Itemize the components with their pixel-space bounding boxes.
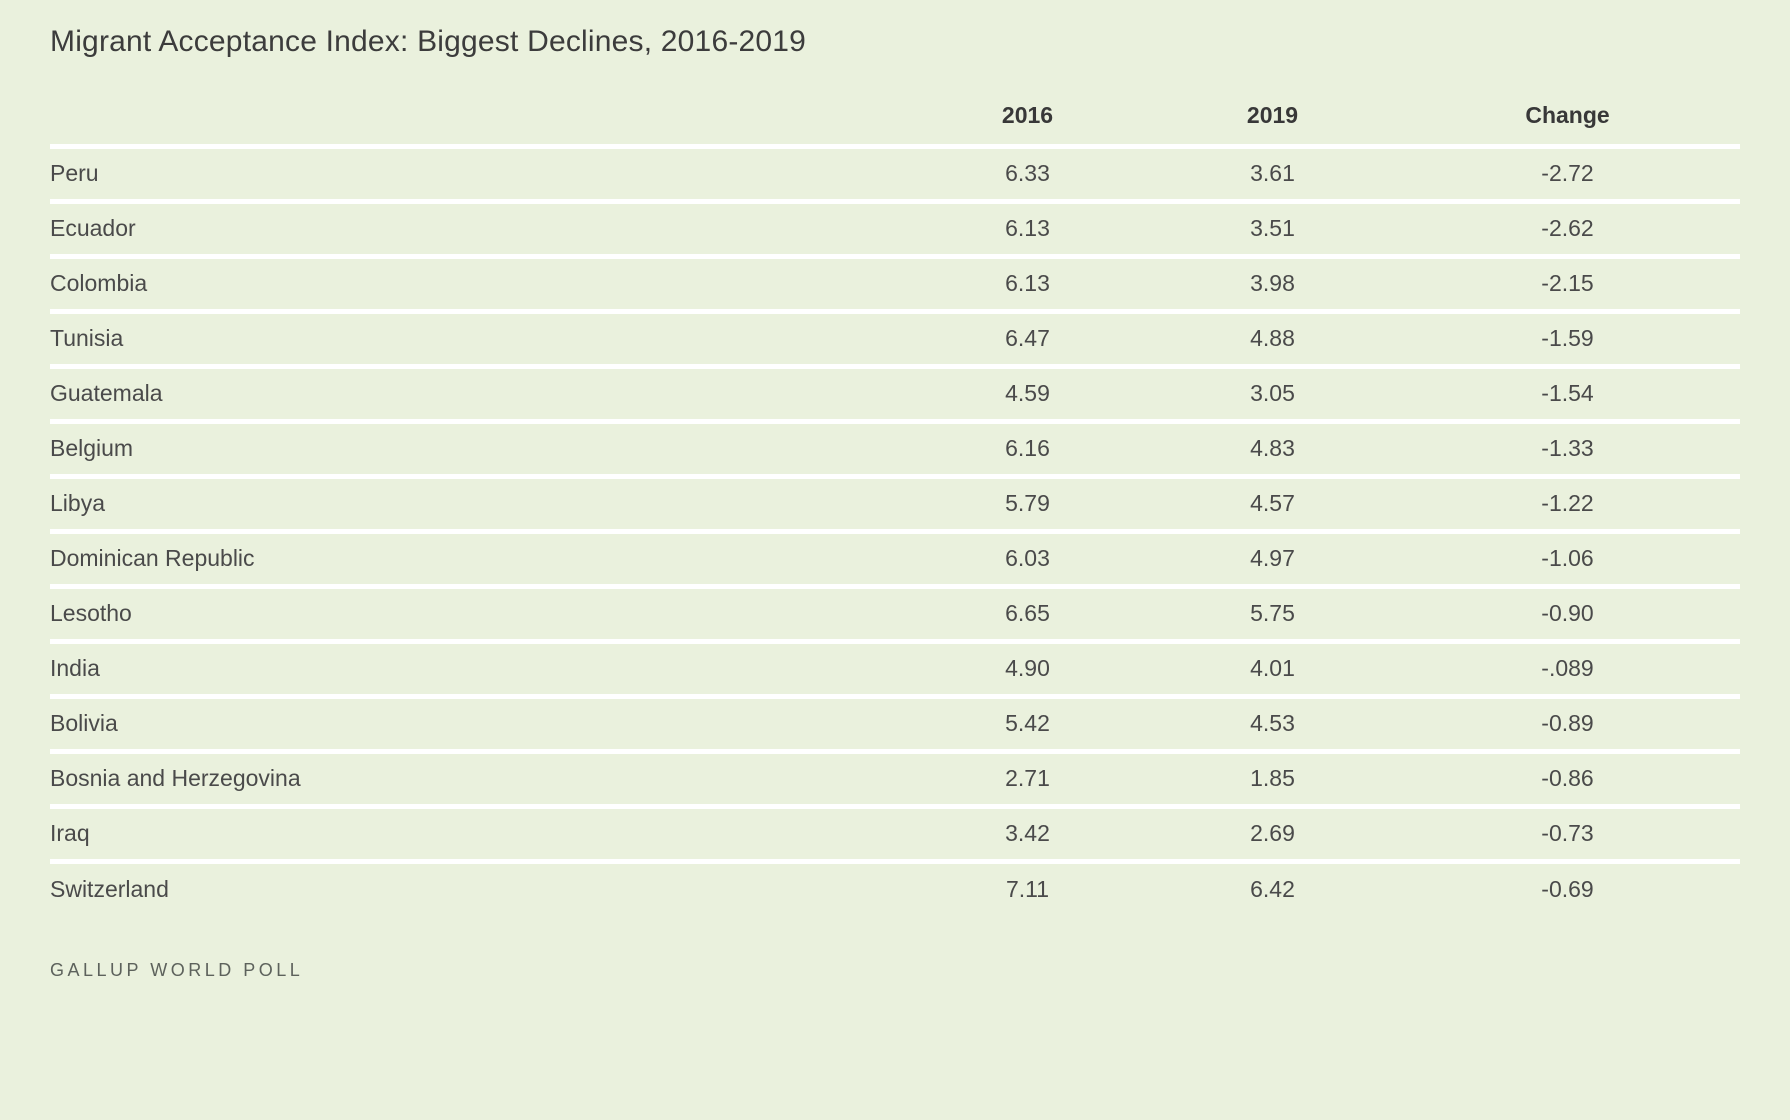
country-cell: Belgium: [50, 421, 905, 479]
table-row: Belgium 6.16 4.83 -1.33: [50, 421, 1740, 479]
table-row: Switzerland 7.11 6.42 -0.69: [50, 861, 1740, 916]
value-cell: 4.57: [1150, 476, 1395, 534]
country-cell: India: [50, 641, 905, 699]
value-cell: 3.61: [1150, 146, 1395, 204]
value-cell: 4.53: [1150, 696, 1395, 754]
country-cell: Dominican Republic: [50, 531, 905, 589]
data-table: 2016 2019 Change Peru 6.33 3.61 -2.72 Ecuado…: [50, 88, 1740, 916]
value-cell: 5.79: [905, 476, 1150, 534]
table-row: India 4.90 4.01 -.089: [50, 641, 1740, 699]
value-cell: -1.54: [1395, 366, 1740, 424]
value-cell: -1.33: [1395, 421, 1740, 479]
table-body: Peru 6.33 3.61 -2.72 Ecuador 6.13 3.51 -2.62 Col…: [50, 146, 1740, 916]
table-row: Lesotho 6.65 5.75 -0.90: [50, 586, 1740, 644]
value-cell: 6.16: [905, 421, 1150, 479]
country-cell: Libya: [50, 476, 905, 534]
value-cell: 6.47: [905, 311, 1150, 369]
table-row: Tunisia 6.47 4.88 -1.59: [50, 311, 1740, 369]
value-cell: 4.59: [905, 366, 1150, 424]
country-cell: Ecuador: [50, 201, 905, 259]
country-cell: Switzerland: [50, 876, 169, 903]
value-cell: 4.83: [1150, 421, 1395, 479]
country-cell: Iraq: [50, 806, 905, 864]
table-row: Dominican Republic 6.03 4.97 -1.06: [50, 531, 1740, 589]
value-cell: 6.13: [905, 201, 1150, 259]
column-header-2019: 2019: [1150, 88, 1395, 149]
value-cell: 6.33: [905, 146, 1150, 204]
value-cell: -0.86: [1395, 751, 1740, 809]
table-row: Bolivia 5.42 4.53 -0.89: [50, 696, 1740, 754]
source-label: GALLUP WORLD POLL: [50, 960, 304, 980]
country-cell: Guatemala: [50, 366, 905, 424]
value-cell: -2.15: [1395, 256, 1740, 314]
value-cell: -0.90: [1395, 586, 1740, 644]
country-cell: Peru: [50, 146, 905, 204]
value-cell: 6.03: [905, 531, 1150, 589]
value-cell: 2.71: [905, 751, 1150, 809]
value-cell: 6.65: [905, 586, 1150, 644]
value-cell: 4.90: [905, 641, 1150, 699]
value-cell: -2.62: [1395, 201, 1740, 259]
value-cell: 4.88: [1150, 311, 1395, 369]
value-cell: -0.73: [1395, 806, 1740, 864]
table-header-row: 2016 2019 Change: [50, 88, 1740, 149]
table-row: Guatemala 4.59 3.05 -1.54: [50, 366, 1740, 424]
value-cell: -.089: [1395, 641, 1740, 699]
value-cell: -1.22: [1395, 476, 1740, 534]
value-cell: 3.42: [905, 806, 1150, 864]
column-header-country: [50, 88, 905, 149]
table-header: 2016 2019 Change: [50, 88, 1740, 149]
country-cell: Bolivia: [50, 696, 905, 754]
table-row: Bosnia and Herzegovina 2.71 1.85 -0.86: [50, 751, 1740, 809]
table-row: Iraq 3.42 2.69 -0.73: [50, 806, 1740, 864]
column-header-2016: 2016: [905, 88, 1150, 149]
value-cell: 3.51: [1150, 201, 1395, 259]
value-cell: -2.72: [1395, 146, 1740, 204]
value-cell: 4.97: [1150, 531, 1395, 589]
value-cell: 1.85: [1150, 751, 1395, 809]
country-cell: Bosnia and Herzegovina: [50, 751, 905, 809]
country-cell: Lesotho: [50, 586, 905, 644]
column-header-change: Change: [1395, 88, 1740, 149]
value-cell: 5.75: [1150, 586, 1395, 644]
value-cell: 6.13: [905, 256, 1150, 314]
value-cell: -1.59: [1395, 311, 1740, 369]
value-cell: -0.69: [1541, 876, 1594, 903]
value-cell: 6.42: [1250, 876, 1295, 903]
country-cell: Tunisia: [50, 311, 905, 369]
value-cell: 2.69: [1150, 806, 1395, 864]
value-cell: 3.05: [1150, 366, 1395, 424]
value-cell: 3.98: [1150, 256, 1395, 314]
table-row: Peru 6.33 3.61 -2.72: [50, 146, 1740, 204]
value-cell: -1.06: [1395, 531, 1740, 589]
table-row: Ecuador 6.13 3.51 -2.62: [50, 201, 1740, 259]
country-cell: Colombia: [50, 256, 905, 314]
value-cell: 5.42: [905, 696, 1150, 754]
value-cell: 4.01: [1150, 641, 1395, 699]
table-row: Colombia 6.13 3.98 -2.15: [50, 256, 1740, 314]
table-row: Libya 5.79 4.57 -1.22: [50, 476, 1740, 534]
value-cell: 7.11: [1005, 876, 1050, 903]
chart-title: Migrant Acceptance Index: Biggest Declin…: [50, 25, 807, 58]
value-cell: -0.89: [1395, 696, 1740, 754]
